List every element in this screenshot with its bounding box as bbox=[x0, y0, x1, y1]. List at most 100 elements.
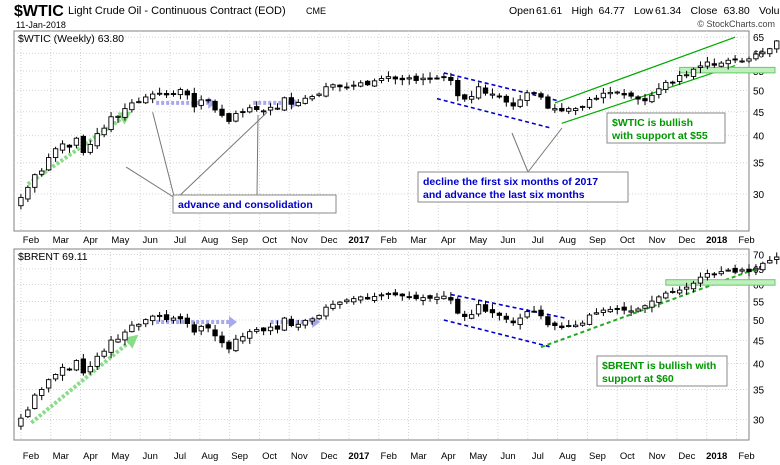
x-tick-label: Feb bbox=[738, 235, 754, 246]
candle bbox=[538, 93, 544, 98]
candle bbox=[163, 314, 170, 321]
candle bbox=[739, 60, 745, 63]
candle bbox=[663, 292, 669, 299]
candle bbox=[59, 366, 66, 376]
candle bbox=[316, 93, 322, 96]
candle bbox=[434, 296, 440, 300]
candle bbox=[247, 331, 253, 339]
candle bbox=[690, 282, 697, 290]
candle bbox=[260, 327, 267, 332]
candle bbox=[573, 108, 579, 111]
x-tick-label: Dec bbox=[321, 451, 338, 462]
candle bbox=[545, 96, 551, 109]
candle bbox=[586, 99, 593, 108]
annotation-brent-bullish-text: support at $60 bbox=[602, 373, 674, 385]
candle bbox=[656, 296, 662, 303]
candle bbox=[725, 59, 731, 65]
x-tick-label: Oct bbox=[262, 451, 277, 462]
candle bbox=[739, 269, 745, 272]
y-tick-label: 40 bbox=[753, 359, 765, 370]
candle bbox=[552, 108, 558, 111]
y-tick-label: 35 bbox=[753, 385, 765, 396]
candle bbox=[226, 341, 232, 350]
rising-channel-upper bbox=[554, 36, 736, 104]
candle bbox=[621, 93, 627, 96]
y-tick-label: 55 bbox=[753, 297, 765, 308]
candle bbox=[73, 360, 80, 371]
x-tick-label: Dec bbox=[678, 451, 695, 462]
candle bbox=[441, 295, 447, 300]
candle bbox=[552, 322, 558, 326]
x-tick-label: Oct bbox=[262, 235, 277, 246]
x-tick-label: Feb bbox=[381, 451, 397, 462]
candle bbox=[25, 409, 31, 418]
header-date: 11-Jan-2018 bbox=[16, 20, 66, 30]
candle bbox=[600, 92, 607, 99]
candle bbox=[150, 315, 156, 322]
watermark: © StockCharts.com bbox=[697, 19, 775, 29]
candle bbox=[614, 308, 620, 310]
candle bbox=[559, 325, 565, 329]
x-tick-label: Oct bbox=[620, 235, 635, 246]
candle bbox=[496, 312, 503, 316]
x-tick-label: Jun bbox=[143, 451, 158, 462]
candle bbox=[150, 93, 156, 100]
candle bbox=[642, 98, 648, 102]
leader-line bbox=[152, 112, 176, 201]
candle bbox=[767, 48, 773, 55]
candle bbox=[288, 97, 295, 105]
candle bbox=[489, 93, 496, 96]
candle bbox=[364, 80, 371, 86]
candle bbox=[566, 325, 572, 327]
y-tick-label: 45 bbox=[753, 108, 765, 119]
candle bbox=[316, 314, 322, 320]
candle bbox=[448, 297, 454, 301]
y-tick-label: 60 bbox=[753, 49, 765, 60]
candle bbox=[496, 95, 503, 98]
candle bbox=[191, 324, 197, 333]
falling-channel-lower bbox=[443, 319, 552, 348]
candle bbox=[559, 107, 565, 112]
candle bbox=[760, 51, 766, 55]
candle bbox=[198, 99, 204, 106]
candle bbox=[73, 137, 80, 146]
x-tick-label: Sep bbox=[231, 451, 248, 462]
candle bbox=[330, 84, 336, 88]
x-tick-label: Aug bbox=[559, 235, 576, 246]
candle bbox=[607, 91, 613, 95]
candle bbox=[586, 314, 593, 325]
x-tick-label: 2017 bbox=[348, 235, 369, 246]
candle bbox=[690, 68, 697, 77]
candle bbox=[635, 308, 641, 312]
x-tick-label: Nov bbox=[649, 451, 666, 462]
x-tick-label: Feb bbox=[23, 235, 39, 246]
y-tick-label: 50 bbox=[753, 86, 765, 97]
candle bbox=[226, 113, 232, 122]
candle bbox=[87, 144, 93, 153]
x-tick-label: Feb bbox=[738, 451, 754, 462]
candle bbox=[462, 94, 468, 100]
candle bbox=[746, 58, 752, 62]
candle bbox=[330, 303, 336, 309]
candle bbox=[281, 317, 288, 331]
plot-frame bbox=[13, 248, 750, 441]
y-tick-label: 70 bbox=[753, 250, 765, 261]
candle bbox=[711, 63, 717, 66]
candle bbox=[260, 110, 267, 113]
y-tick-label: 40 bbox=[753, 132, 765, 143]
x-tick-label: Apr bbox=[83, 235, 98, 246]
x-tick-label: Dec bbox=[678, 235, 695, 246]
candle bbox=[115, 338, 121, 343]
candle bbox=[156, 314, 163, 317]
candle bbox=[143, 96, 149, 104]
x-tick-label: May bbox=[469, 451, 487, 462]
candle bbox=[503, 95, 509, 103]
x-tick-label: Jul bbox=[532, 235, 544, 246]
candle bbox=[371, 296, 378, 301]
candle bbox=[579, 105, 586, 108]
candle bbox=[531, 92, 537, 95]
x-tick-label: 2017 bbox=[348, 451, 369, 462]
candle bbox=[441, 76, 447, 79]
x-tick-label: Apr bbox=[83, 451, 98, 462]
candle bbox=[767, 259, 773, 264]
